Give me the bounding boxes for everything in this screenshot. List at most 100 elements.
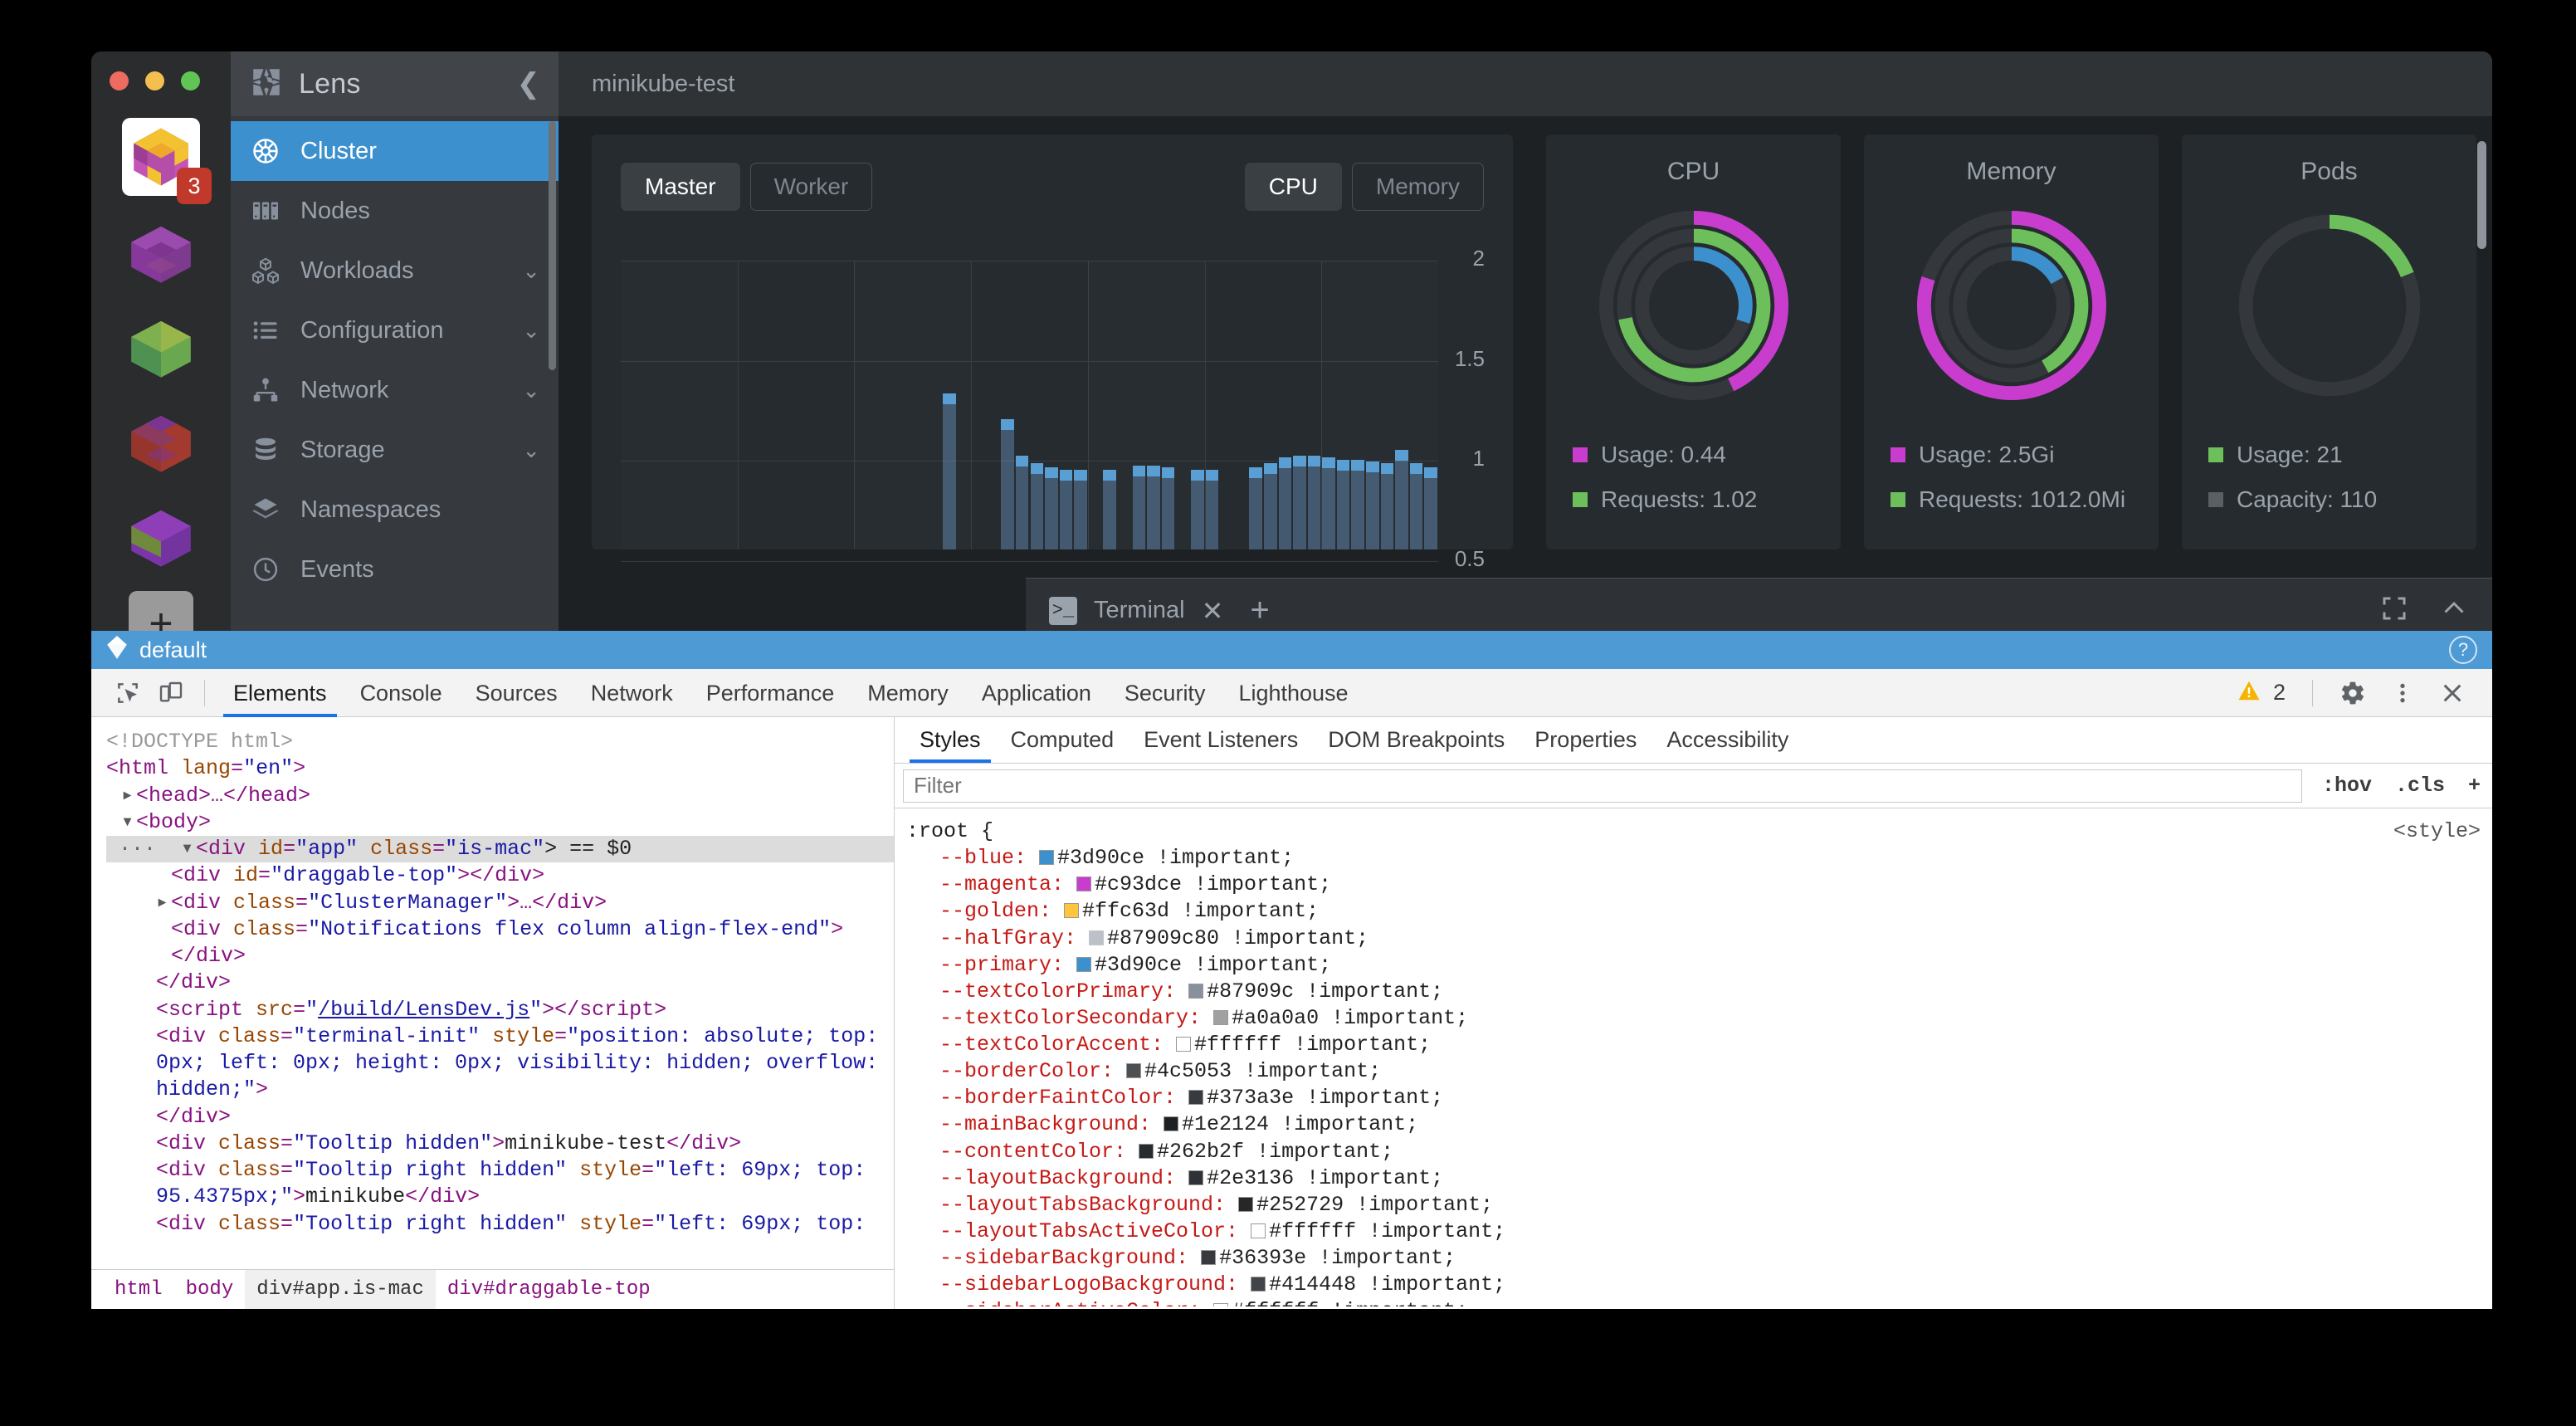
dom-line-script[interactable]: <script src="/build/LensDev.js"></script… xyxy=(156,997,667,1022)
color-swatch[interactable] xyxy=(1164,1116,1179,1132)
cls-button[interactable]: .cls xyxy=(2394,774,2445,798)
chevron-up-icon[interactable] xyxy=(2439,593,2469,628)
tab-sources[interactable]: Sources xyxy=(475,680,558,706)
filter-input[interactable] xyxy=(903,769,2302,803)
css-declaration[interactable]: --mainBackground: #1e2124 !important; xyxy=(906,1111,2492,1138)
color-swatch[interactable] xyxy=(1213,1009,1229,1025)
warning-triangle-icon[interactable] xyxy=(2237,678,2261,707)
css-selector[interactable]: :root { xyxy=(906,819,994,843)
color-swatch[interactable] xyxy=(1213,1303,1229,1306)
styles-tab-dom-breakpoints[interactable]: DOM Breakpoints xyxy=(1328,727,1505,752)
toggle-memory-button[interactable]: Memory xyxy=(1351,163,1484,211)
styles-tab-properties[interactable]: Properties xyxy=(1534,727,1637,752)
toggle-cpu-button[interactable]: CPU xyxy=(1244,163,1342,211)
dashboard-scrollbar[interactable] xyxy=(2477,141,2486,249)
tab-application[interactable]: Application xyxy=(981,680,1091,706)
dom-line-app-div[interactable]: ··· ▾ <div id="app" class="is-mac"> == $0 xyxy=(106,836,894,863)
tab-security[interactable]: Security xyxy=(1124,680,1206,706)
tab-lighthouse[interactable]: Lighthouse xyxy=(1238,680,1349,706)
dom-line-head[interactable]: ▸ <head>…</head> xyxy=(121,783,311,808)
css-declaration[interactable]: --halfGray: #87909c80 !important; xyxy=(906,925,2492,952)
styles-tab-styles[interactable]: Styles xyxy=(905,716,996,763)
breadcrumb-item[interactable]: html xyxy=(115,1277,163,1301)
new-style-rule-button[interactable]: + xyxy=(2467,774,2481,798)
toggle-worker-button[interactable]: Worker xyxy=(749,163,873,211)
dom-line-close-app[interactable]: </div> xyxy=(156,970,232,995)
css-declaration[interactable]: --blue: #3d90ce !important; xyxy=(906,845,2492,872)
breadcrumb-item[interactable]: div#app.is-mac xyxy=(245,1269,436,1309)
style-source-link[interactable]: <style> xyxy=(2393,819,2481,843)
css-declaration[interactable]: --textColorSecondary: #a0a0a0 !important… xyxy=(906,1005,2492,1032)
tab-memory[interactable]: Memory xyxy=(867,680,949,706)
color-swatch[interactable] xyxy=(1188,983,1204,999)
kebab-menu-icon[interactable] xyxy=(2381,671,2424,715)
styles-tab-event-listeners[interactable]: Event Listeners xyxy=(1144,727,1299,752)
inspect-cursor-icon[interactable] xyxy=(106,671,149,715)
close-icon[interactable] xyxy=(2431,671,2474,715)
color-swatch[interactable] xyxy=(1201,1250,1217,1265)
color-swatch[interactable] xyxy=(1251,1277,1266,1292)
hov-button[interactable]: :hov xyxy=(2321,774,2372,798)
add-terminal-button[interactable]: + xyxy=(1250,592,1270,628)
color-swatch[interactable] xyxy=(1076,877,1092,892)
css-declaration[interactable]: --primary: #3d90ce !important; xyxy=(906,952,2492,979)
sidebar-item-network[interactable]: Network ⌄ xyxy=(231,360,559,420)
breadcrumb-item[interactable]: div#draggable-top xyxy=(446,1277,651,1301)
tab-elements[interactable]: Elements xyxy=(217,669,344,717)
fullscreen-icon[interactable] xyxy=(2379,593,2409,628)
dom-line-draggable-top[interactable]: <div id="draggable-top"></div> xyxy=(171,863,545,888)
color-swatch[interactable] xyxy=(1188,1090,1204,1106)
cluster-icon-active[interactable]: 3 xyxy=(122,118,212,204)
sidebar-item-events[interactable]: Events xyxy=(231,540,559,599)
color-swatch[interactable] xyxy=(1039,850,1055,866)
cluster-icon-5[interactable] xyxy=(122,496,200,574)
color-swatch[interactable] xyxy=(1176,1037,1192,1052)
dom-line-tooltip-3[interactable]: <div class="Tooltip right hidden" style=… xyxy=(156,1211,866,1236)
css-declaration[interactable]: --contentColor: #262b2f !important; xyxy=(906,1139,2492,1165)
color-swatch[interactable] xyxy=(1064,903,1080,919)
maximize-window-button[interactable] xyxy=(181,71,200,90)
styles-tab-computed[interactable]: Computed xyxy=(1010,727,1115,752)
color-swatch[interactable] xyxy=(1238,1196,1254,1212)
breadcrumb-item[interactable]: body xyxy=(185,1277,234,1301)
css-declaration[interactable]: --golden: #ffc63d !important; xyxy=(906,898,2492,925)
cluster-icon-4[interactable] xyxy=(122,402,200,480)
css-declaration[interactable]: --layoutBackground: #2e3136 !important; xyxy=(906,1165,2492,1192)
close-icon[interactable]: ✕ xyxy=(1201,595,1224,626)
toggle-master-button[interactable]: Master xyxy=(621,163,740,211)
chevron-left-icon[interactable]: ❮ xyxy=(516,68,541,100)
sidebar-item-configuration[interactable]: Configuration ⌄ xyxy=(231,300,559,360)
tab-console[interactable]: Console xyxy=(359,680,442,706)
device-toolbar-icon[interactable] xyxy=(149,671,193,715)
css-declaration[interactable]: --layoutTabsBackground: #252729 !importa… xyxy=(906,1192,2492,1218)
cluster-icon-3[interactable] xyxy=(122,307,200,385)
color-swatch[interactable] xyxy=(1188,1170,1204,1185)
dom-line-tooltip-2[interactable]: <div class="Tooltip right hidden" style=… xyxy=(156,1158,879,1209)
question-mark-icon[interactable]: ? xyxy=(2449,636,2477,664)
cluster-icon-2[interactable] xyxy=(122,212,200,291)
css-declaration[interactable]: --sidebarActiveColor: #ffffff !important… xyxy=(906,1298,2492,1306)
dom-line-close-terminal-init[interactable]: </div> xyxy=(156,1104,232,1129)
css-declaration[interactable]: --borderColor: #4c5053 !important; xyxy=(906,1058,2492,1085)
css-declaration[interactable]: --magenta: #c93dce !important; xyxy=(906,872,2492,898)
styles-tab-accessibility[interactable]: Accessibility xyxy=(1666,727,1789,752)
dom-line-clustermanager[interactable]: ▸ <div class="ClusterManager">…</div> xyxy=(156,890,607,915)
close-window-button[interactable] xyxy=(110,71,129,90)
sidebar-item-nodes[interactable]: Nodes xyxy=(231,181,559,241)
css-declaration[interactable]: --textColorAccent: #ffffff !important; xyxy=(906,1032,2492,1058)
color-swatch[interactable] xyxy=(1126,1063,1142,1079)
dom-line-html[interactable]: <html lang="en"> xyxy=(106,756,306,781)
css-declaration[interactable]: --sidebarBackground: #36393e !important; xyxy=(906,1245,2492,1272)
color-swatch[interactable] xyxy=(1089,930,1105,945)
color-swatch[interactable] xyxy=(1076,956,1092,972)
color-swatch[interactable] xyxy=(1139,1143,1154,1159)
sidebar-item-namespaces[interactable]: Namespaces xyxy=(231,480,559,540)
tab-performance[interactable]: Performance xyxy=(705,680,835,706)
sidebar-item-cluster[interactable]: Cluster xyxy=(231,121,559,181)
minimize-window-button[interactable] xyxy=(145,71,164,90)
dom-line-terminal-init[interactable]: <div class="terminal-init" style="positi… xyxy=(156,1023,891,1102)
css-declaration[interactable]: --sidebarLogoBackground: #414448 !import… xyxy=(906,1272,2492,1298)
tab-network[interactable]: Network xyxy=(590,680,673,706)
gear-icon[interactable] xyxy=(2331,671,2374,715)
dom-line-body[interactable]: ▾ <body> xyxy=(121,809,212,834)
